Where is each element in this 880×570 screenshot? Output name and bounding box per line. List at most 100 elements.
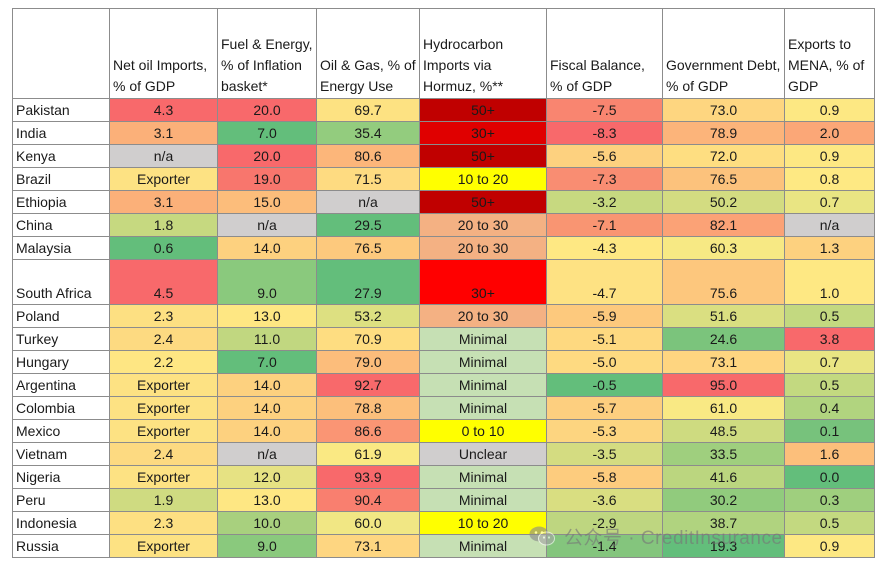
cell-government-debt: 60.3 — [662, 236, 785, 260]
table-row: Indonesia 2.3 10.0 60.0 10 to 20 -2.9 38.7 0.5 — [12, 511, 875, 535]
cell-fiscal-balance: -7.5 — [546, 98, 663, 122]
cell-oil-gas-energy-use: 35.4 — [316, 121, 420, 145]
cell-oil-gas-energy-use: 76.5 — [316, 236, 420, 260]
cell-exports-mena: 0.7 — [784, 350, 875, 374]
cell-government-debt: 78.9 — [662, 121, 785, 145]
cell-oil-gas-energy-use: 60.0 — [316, 511, 420, 535]
cell-hormuz-imports: 10 to 20 — [419, 511, 547, 535]
cell-oil-gas-energy-use: 61.9 — [316, 442, 420, 466]
cell-fuel-energy-inflation: 19.0 — [217, 167, 317, 191]
country-name: Turkey — [12, 327, 110, 351]
table-row: Kenya n/a 20.0 80.6 50+ -5.6 72.0 0.9 — [12, 144, 875, 168]
cell-fuel-energy-inflation: 13.0 — [217, 304, 317, 328]
country-name: Argentina — [12, 373, 110, 397]
cell-fiscal-balance: -8.3 — [546, 121, 663, 145]
cell-hormuz-imports: 20 to 30 — [419, 236, 547, 260]
cell-hormuz-imports: 30+ — [419, 259, 547, 305]
table-row: Argentina Exporter 14.0 92.7 Minimal -0.5 95.0… — [12, 373, 875, 397]
table-row: Nigeria Exporter 12.0 93.9 Minimal -5.8 41.6 0.… — [12, 465, 875, 489]
cell-fuel-energy-inflation: 20.0 — [217, 144, 317, 168]
cell-government-debt: 30.2 — [662, 488, 785, 512]
cell-government-debt: 38.7 — [662, 511, 785, 535]
country-name: Hungary — [12, 350, 110, 374]
cell-hormuz-imports: 50+ — [419, 190, 547, 214]
cell-fiscal-balance: -5.3 — [546, 419, 663, 443]
table-row: Hungary 2.2 7.0 79.0 Minimal -5.0 73.1 0.7 — [12, 350, 875, 374]
cell-government-debt: 48.5 — [662, 419, 785, 443]
country-name: Poland — [12, 304, 110, 328]
cell-government-debt: 50.2 — [662, 190, 785, 214]
cell-government-debt: 72.0 — [662, 144, 785, 168]
cell-oil-gas-energy-use: 93.9 — [316, 465, 420, 489]
country-name: Malaysia — [12, 236, 110, 260]
watermark: 公众号 · CreditInsurance — [528, 521, 783, 551]
cell-government-debt: 61.0 — [662, 396, 785, 420]
cell-oil-gas-energy-use: 29.5 — [316, 213, 420, 237]
header-country — [12, 8, 110, 99]
cell-exports-mena: 0.0 — [784, 465, 875, 489]
cell-fiscal-balance: -5.6 — [546, 144, 663, 168]
cell-fuel-energy-inflation: 10.0 — [217, 511, 317, 535]
cell-fuel-energy-inflation: 15.0 — [217, 190, 317, 214]
cell-government-debt: 73.0 — [662, 98, 785, 122]
cell-oil-gas-energy-use: 90.4 — [316, 488, 420, 512]
cell-fuel-energy-inflation: 14.0 — [217, 419, 317, 443]
cell-fuel-energy-inflation: 12.0 — [217, 465, 317, 489]
country-name: Colombia — [12, 396, 110, 420]
cell-exports-mena: 1.0 — [784, 259, 875, 305]
table-row: Poland 2.3 13.0 53.2 20 to 30 -5.9 51.6 0.5 — [12, 304, 875, 328]
cell-hormuz-imports: 0 to 10 — [419, 419, 547, 443]
header-hormuz-imports: Hydrocarbon Imports via Hormuz, %** — [419, 8, 547, 99]
cell-hormuz-imports: Minimal — [419, 488, 547, 512]
cell-oil-gas-energy-use: 69.7 — [316, 98, 420, 122]
cell-exports-mena: 0.5 — [784, 304, 875, 328]
cell-oil-gas-energy-use: 71.5 — [316, 167, 420, 191]
cell-fiscal-balance: -5.0 — [546, 350, 663, 374]
cell-fuel-energy-inflation: 9.0 — [217, 259, 317, 305]
cell-hormuz-imports: 50+ — [419, 98, 547, 122]
header-row: Net oil Imports, % of GDP Fuel & Energy,… — [12, 8, 875, 99]
cell-government-debt: 73.1 — [662, 350, 785, 374]
cell-oil-gas-energy-use: 27.9 — [316, 259, 420, 305]
cell-net-oil-imports: 3.1 — [109, 190, 218, 214]
cell-oil-gas-energy-use: 78.8 — [316, 396, 420, 420]
cell-fiscal-balance: -0.5 — [546, 373, 663, 397]
cell-exports-mena: 0.1 — [784, 419, 875, 443]
cell-fuel-energy-inflation: 7.0 — [217, 121, 317, 145]
header-fuel-energy-inflation: Fuel & Energy, % of Inflation basket* — [217, 8, 317, 99]
cell-fiscal-balance: -5.9 — [546, 304, 663, 328]
cell-fiscal-balance: -3.2 — [546, 190, 663, 214]
cell-fiscal-balance: -1.4 — [546, 534, 663, 558]
cell-fiscal-balance: -7.3 — [546, 167, 663, 191]
country-name: Ethiopia — [12, 190, 110, 214]
cell-fuel-energy-inflation: n/a — [217, 213, 317, 237]
cell-exports-mena: 0.3 — [784, 488, 875, 512]
cell-fuel-energy-inflation: 13.0 — [217, 488, 317, 512]
wechat-icon — [529, 526, 555, 546]
cell-government-debt: 76.5 — [662, 167, 785, 191]
header-exports-mena: Exports to MENA, % of GDP — [784, 8, 875, 99]
table-row: Malaysia 0.6 14.0 76.5 20 to 30 -4.3 60.3 1.3 — [12, 236, 875, 260]
cell-net-oil-imports: Exporter — [109, 419, 218, 443]
cell-exports-mena: 0.9 — [784, 144, 875, 168]
header-net-oil-imports: Net oil Imports, % of GDP — [109, 8, 218, 99]
table-body: Pakistan 4.3 20.0 69.7 50+ -7.5 73.0 0.9 India 3.… — [12, 98, 875, 558]
cell-net-oil-imports: 2.4 — [109, 442, 218, 466]
cell-fuel-energy-inflation: 14.0 — [217, 236, 317, 260]
cell-hormuz-imports: 20 to 30 — [419, 304, 547, 328]
cell-net-oil-imports: 2.3 — [109, 304, 218, 328]
cell-exports-mena: n/a — [784, 213, 875, 237]
cell-hormuz-imports: Minimal — [419, 350, 547, 374]
cell-fiscal-balance: -5.7 — [546, 396, 663, 420]
cell-exports-mena: 1.3 — [784, 236, 875, 260]
country-name: Brazil — [12, 167, 110, 191]
cell-net-oil-imports: 1.9 — [109, 488, 218, 512]
watermark-text: 公众号 · CreditInsurance — [564, 527, 783, 549]
country-name: Vietnam — [12, 442, 110, 466]
cell-oil-gas-energy-use: 70.9 — [316, 327, 420, 351]
cell-oil-gas-energy-use: 92.7 — [316, 373, 420, 397]
cell-government-debt: 75.6 — [662, 259, 785, 305]
table-row: Peru 1.9 13.0 90.4 Minimal -3.6 30.2 0.3 — [12, 488, 875, 512]
cell-fuel-energy-inflation: 11.0 — [217, 327, 317, 351]
cell-net-oil-imports: Exporter — [109, 373, 218, 397]
